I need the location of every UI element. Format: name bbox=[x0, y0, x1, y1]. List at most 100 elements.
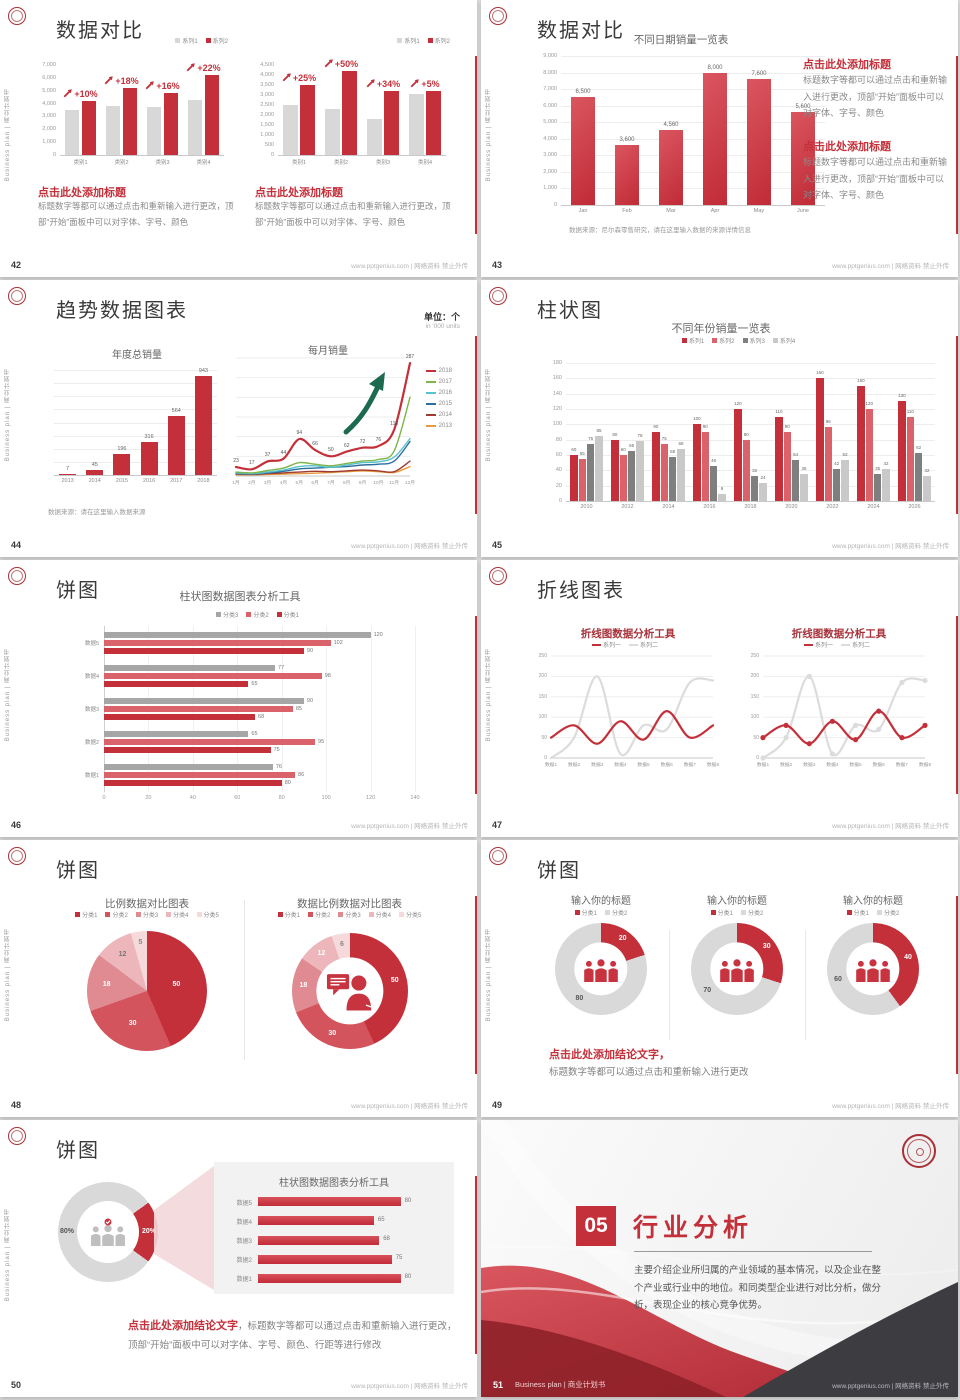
line-chart-monthly-sales[interactable]: 2018 2017 2016 2015 2014 2013 1月 2月 3月 4月 5月 6月 7月 8月… bbox=[228, 354, 452, 488]
gridline bbox=[566, 378, 935, 380]
x-tick-label: 数据2 bbox=[780, 763, 793, 768]
page-number: 45 bbox=[492, 540, 503, 550]
legend-label: 2014 bbox=[438, 412, 452, 418]
slide-42[interactable]: Business plan | 商业计划书 数据对比 系列1 系列2 0 1,000 2… bbox=[0, 0, 477, 277]
bar bbox=[104, 764, 273, 771]
legend-label: 系列1 bbox=[182, 39, 198, 45]
x-tick-label: 数据5 bbox=[637, 763, 650, 768]
y-tick-label: 2,000 bbox=[42, 126, 56, 133]
page-title: 数据对比 bbox=[537, 20, 625, 42]
legend: 分类1 分类2 bbox=[807, 908, 939, 917]
bar bbox=[857, 386, 865, 501]
bar bbox=[906, 416, 914, 501]
legend-item: 分类1 bbox=[710, 908, 733, 917]
slide-50[interactable]: Business plan | 商业计划书 饼图 20% 80% 柱状图数据图表分… bbox=[0, 1120, 477, 1397]
legend-label: 分类2 bbox=[112, 913, 128, 919]
donut-chart-1[interactable]: 分类1 分类2 20 80 bbox=[535, 908, 667, 1018]
legend-swatch-icon bbox=[846, 910, 852, 915]
bar-value: 316 bbox=[144, 433, 154, 440]
pie-chart[interactable]: 分类1 分类2 分类3 分类4 分类5 50 30 18 12 5 bbox=[52, 910, 242, 1060]
bar bbox=[792, 459, 800, 501]
bar bbox=[81, 101, 97, 155]
y-tick-label: 100 bbox=[538, 714, 547, 721]
legend-label: 系列2 bbox=[719, 339, 735, 345]
grouped-bar-chart-left[interactable]: 系列1 系列2 0 1,000 2,000 3,000 4,000 5,000 6,000 7,0… bbox=[30, 36, 230, 168]
legend-label: 系列2 bbox=[212, 39, 228, 45]
bar bbox=[882, 468, 890, 501]
legend-swatch-icon bbox=[105, 912, 111, 917]
legend-swatch-icon bbox=[425, 425, 436, 427]
point-label: 23 bbox=[233, 457, 239, 464]
sidebar-vertical-text: Business plan | 商业计划书 bbox=[486, 88, 492, 182]
slide-43[interactable]: Business plan | 商业计划书 数据对比 不同日期销量一览表 0 1,… bbox=[481, 0, 958, 277]
accent-line bbox=[475, 616, 477, 794]
legend-label: 分类1 bbox=[82, 913, 98, 919]
slide-47[interactable]: Business plan | 商业计划书 折线图表 折线图数据分析工具 系列一… bbox=[481, 560, 958, 837]
legend-label: 系列二 bbox=[852, 643, 871, 649]
legend-item: 2017 bbox=[425, 379, 452, 385]
legend-swatch-icon bbox=[75, 912, 81, 917]
bar bbox=[759, 482, 767, 501]
donut-chart[interactable]: 20% 80% bbox=[56, 1180, 160, 1284]
bar bbox=[258, 1254, 392, 1264]
slide-46[interactable]: Business plan | 商业计划书 饼图 柱状图数据图表分析工具 分类3… bbox=[0, 560, 477, 837]
x-category-label: 类别3 bbox=[375, 160, 391, 166]
legend-swatch-icon bbox=[425, 403, 436, 405]
horizontal-bar-panel[interactable]: 数据5 80 数据4 65 数据3 68 数据2 75 数据1 80 bbox=[224, 1192, 446, 1288]
legend-item: 分类1 bbox=[276, 610, 299, 619]
bar bbox=[146, 107, 162, 155]
horizontal-bar-chart[interactable]: 分类3 分类2 分类1 0 20 40 60 80 100 120 140 数据5 120 102 90 数据… bbox=[70, 610, 445, 806]
footer-site: www.pptgenius.com | 网络资料 禁止外传 bbox=[832, 1103, 949, 1110]
x-tick-label: 数据3 bbox=[803, 763, 816, 768]
legend-item: 系列2 bbox=[205, 36, 228, 45]
point-label: 76 bbox=[375, 437, 382, 444]
legend-item: 系列一 bbox=[803, 640, 833, 649]
slide-44[interactable]: Business plan | 商业计划书 趋势数据图表 单位：个 in '00… bbox=[0, 280, 477, 557]
donut-chart-2[interactable]: 分类1 分类2 30 70 bbox=[671, 908, 803, 1018]
bar-chart-monthly-sales[interactable]: 0 1,000 2,000 3,000 4,000 5,000 6,000 7,000 8,00… bbox=[531, 46, 831, 218]
bar bbox=[104, 739, 316, 746]
slice-label: 5 bbox=[138, 939, 143, 947]
y-tick-label: 0 bbox=[52, 152, 56, 158]
x-category-label: 2020 bbox=[785, 504, 798, 510]
donut-chart-3[interactable]: 分类1 分类2 40 60 bbox=[807, 908, 939, 1018]
page-title: 饼图 bbox=[56, 580, 100, 602]
grouped-bar-chart-years[interactable]: 系列1 系列2 系列3 系列4 0 20 40 60 80 100 120 140 160 180 60 55… bbox=[536, 336, 941, 514]
bar-value: 110 bbox=[775, 408, 783, 414]
x-category-label: 2017 bbox=[170, 478, 183, 484]
slide-51[interactable]: 05 行业分析 主要介绍企业所归属的产业领域的基本情况，以及企业在整个产业或行业… bbox=[481, 1120, 958, 1397]
donut-chart[interactable]: 分类1 分类2 分类3 分类4 分类5 50 30 18 12 6 bbox=[252, 910, 447, 1060]
slice-label: 50 bbox=[172, 980, 181, 988]
legend-swatch-icon bbox=[425, 370, 436, 372]
x-tick-label: 1月 bbox=[232, 481, 240, 486]
bar-value: 80 bbox=[404, 1274, 412, 1281]
bar-value: 65 bbox=[377, 1216, 385, 1223]
page-title: 饼图 bbox=[56, 1140, 100, 1162]
legend: 系列一 系列二 bbox=[531, 640, 719, 649]
legend-label: 分类1 bbox=[581, 911, 597, 917]
slide-45[interactable]: Business plan | 商业计划书 柱状图 不同年份销量一览表 系列1 系… bbox=[481, 280, 958, 557]
bar-value: 120 bbox=[373, 631, 383, 638]
line-chart-right[interactable]: 系列一 系列二 0 50 100 150 200 250 数据1 数据2 数据3 数据4 数据5 数据6 数… bbox=[743, 640, 931, 770]
block-heading: 点击此处添加标题 bbox=[255, 187, 343, 199]
slide-49[interactable]: Business plan | 商业计划书 饼图 输入你的标题 分类1 分类2 20… bbox=[481, 840, 958, 1117]
data-source-note: 数据来源：尼尔森零售研究，请在这里输入数据的来源详情信息 bbox=[569, 227, 751, 234]
sidebar-vertical-text: Business plan | 商业计划书 bbox=[5, 648, 11, 742]
bar-value: 90 bbox=[702, 424, 708, 429]
bar-value: 58 bbox=[670, 448, 676, 454]
sidebar-vertical-text: Business plan | 商业计划书 bbox=[5, 928, 11, 1022]
axis-baseline bbox=[60, 155, 224, 156]
sidebar-vertical-text: Business plan | 商业计划书 bbox=[5, 1208, 11, 1302]
x-tick-label: 20 bbox=[145, 795, 152, 801]
x-tick-label: 数据6 bbox=[660, 763, 673, 768]
bar bbox=[734, 409, 742, 501]
x-category-label: 类别4 bbox=[417, 160, 433, 166]
bar-value: 68 bbox=[258, 714, 265, 720]
legend-item: 2018 bbox=[425, 368, 452, 374]
slide-48[interactable]: Business plan | 商业计划书 饼图 比例数据对比图表 分类1 分类2… bbox=[0, 840, 477, 1117]
x-category-label: Mar bbox=[666, 208, 676, 214]
line-chart-left[interactable]: 系列一 系列二 0 50 100 150 200 250 数据1 数据2 数据3 数据4 数据5 数据6 数… bbox=[531, 640, 719, 770]
grouped-bar-chart-right[interactable]: 系列1 系列2 0 500 1,000 1,500 2,000 2,500 3,000 3,500… bbox=[248, 36, 452, 168]
bar-value: 90 bbox=[306, 698, 314, 704]
bar-chart-annual-sales[interactable]: 7 2013 45 2014 196 2015 316 2016 564 2017 943 2018 bbox=[48, 358, 223, 488]
